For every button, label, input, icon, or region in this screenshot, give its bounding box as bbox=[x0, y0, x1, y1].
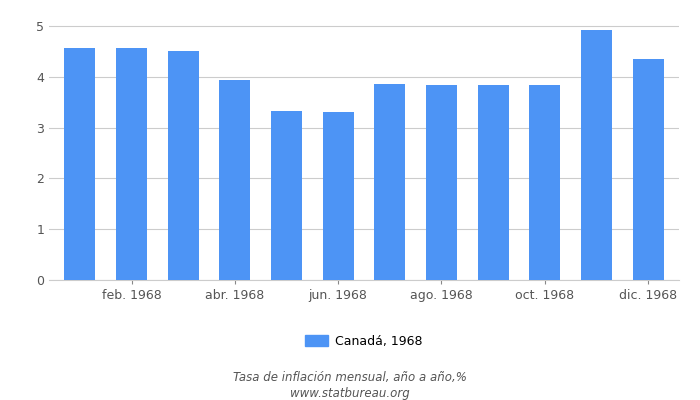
Bar bbox=[374, 84, 405, 280]
Bar bbox=[219, 80, 251, 280]
Text: Tasa de inflación mensual, año a año,%: Tasa de inflación mensual, año a año,% bbox=[233, 372, 467, 384]
Bar bbox=[168, 51, 199, 280]
Bar bbox=[271, 111, 302, 280]
Text: www.statbureau.org: www.statbureau.org bbox=[290, 388, 410, 400]
Bar bbox=[116, 48, 147, 280]
Bar bbox=[64, 48, 95, 280]
Bar bbox=[529, 85, 560, 280]
Bar bbox=[581, 30, 612, 280]
Bar bbox=[633, 59, 664, 280]
Bar bbox=[477, 85, 509, 280]
Bar bbox=[323, 112, 354, 280]
Bar bbox=[426, 85, 457, 280]
Legend: Canadá, 1968: Canadá, 1968 bbox=[300, 330, 428, 353]
